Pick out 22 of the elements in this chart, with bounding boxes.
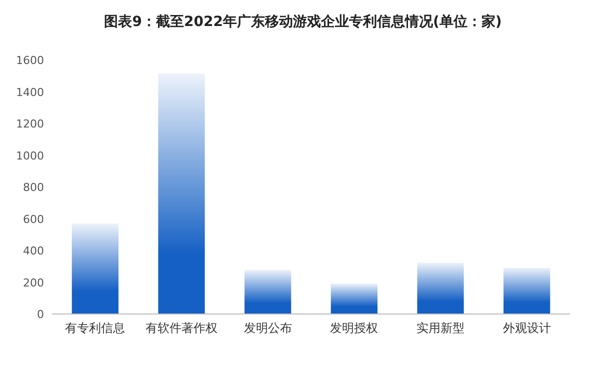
bar xyxy=(72,224,118,314)
y-tick-label: 0 xyxy=(37,308,44,321)
bar xyxy=(330,284,378,314)
y-tick-label: 400 xyxy=(23,244,44,258)
bar xyxy=(244,270,292,314)
x-tick-label: 实用新型 xyxy=(416,321,464,335)
bar xyxy=(417,262,464,314)
x-tick-label: 发明授权 xyxy=(330,321,378,335)
x-tick-label: 有软件著作权 xyxy=(146,321,218,335)
x-tick-label: 外观设计 xyxy=(502,321,551,335)
y-tick-label: 1600 xyxy=(16,54,44,67)
y-tick-label: 800 xyxy=(23,181,44,194)
bar xyxy=(158,73,205,314)
y-tick-label: 600 xyxy=(23,212,44,226)
y-tick-label: 1200 xyxy=(16,118,44,130)
y-tick-label: 200 xyxy=(23,276,44,290)
chart-title: 图表9：截至2022年广东移动游戏企业专利信息情况(单位：家) xyxy=(104,13,502,30)
x-tick-label: 有专利信息 xyxy=(65,321,126,335)
bar xyxy=(504,268,550,314)
y-tick-label: 1000 xyxy=(16,149,44,162)
x-tick-label: 发明公布 xyxy=(244,321,292,335)
y-tick-label: 1400 xyxy=(16,86,44,99)
